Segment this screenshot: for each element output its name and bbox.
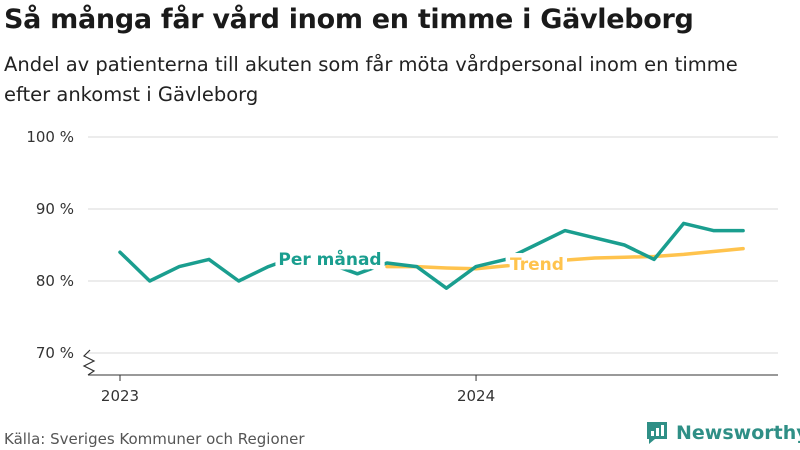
brand-name: Newsworthy [676, 422, 800, 444]
chart-subtitle: Andel av patienterna till akuten som får… [4, 53, 738, 106]
y-tick-label: 100 % [26, 128, 74, 146]
chart-title: Så många får vård inom en timme i Gävleb… [4, 4, 694, 35]
trend-label: Trend [510, 255, 564, 275]
per-manad-series-line [118, 221, 745, 290]
y-tick-label: 70 % [36, 344, 74, 362]
newsworthy-logo-icon [647, 422, 667, 444]
y-tick-label: 80 % [36, 272, 74, 290]
source-note: Källa: Sveriges Kommuner och Regioner [4, 430, 305, 448]
per-manad-label: Per månad [278, 248, 381, 270]
x-tick-label: 2023 [101, 387, 139, 405]
trend-series-line [385, 246, 745, 271]
x-tick-label: 2024 [457, 387, 495, 405]
y-tick-label: 90 % [36, 200, 74, 218]
brand-logo[interactable]: Newsworthy [644, 420, 800, 446]
axis-break-icon [82, 349, 96, 376]
trend-label-halo: Trend [510, 255, 564, 275]
